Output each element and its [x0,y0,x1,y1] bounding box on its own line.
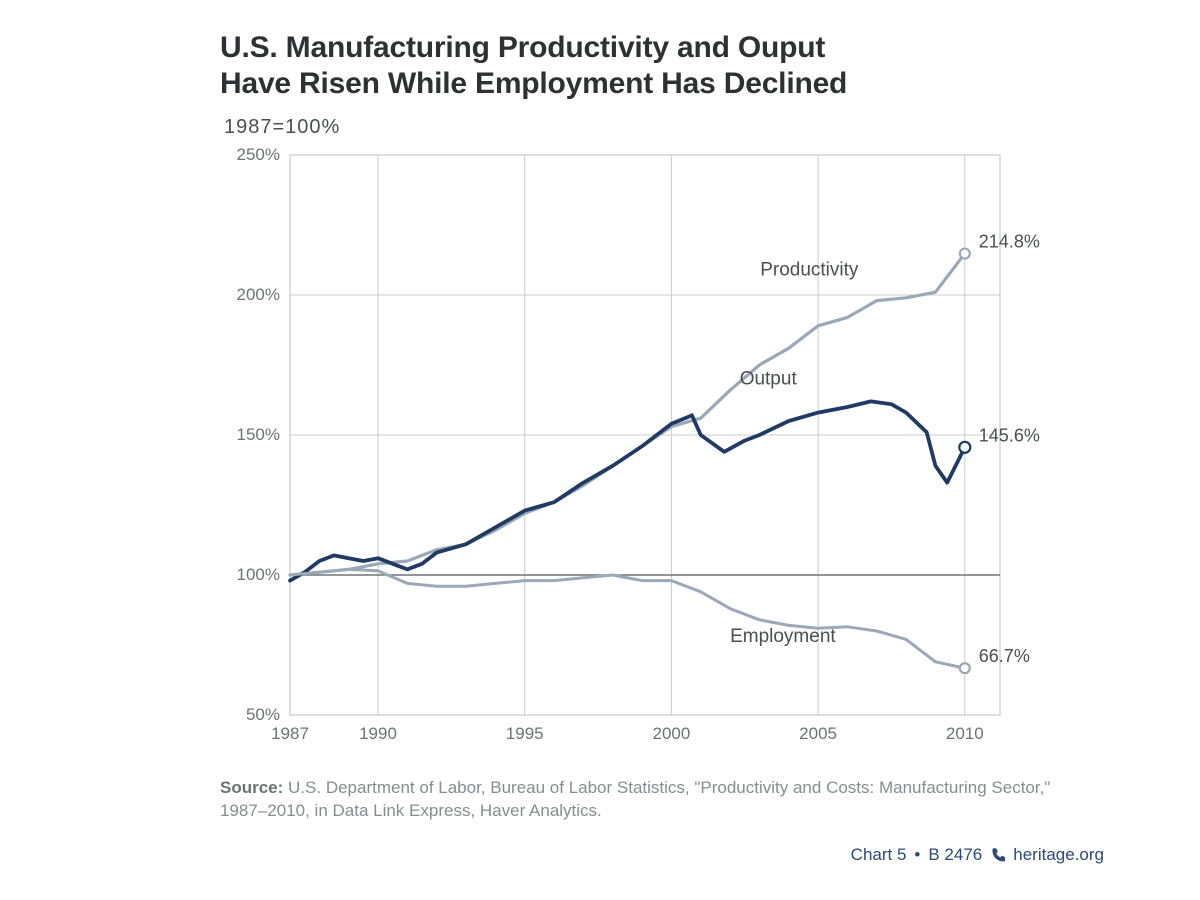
svg-text:66.7%: 66.7% [979,646,1030,666]
svg-text:1987: 1987 [271,724,309,743]
svg-text:250%: 250% [237,145,280,164]
chart-svg: 50% 100% 150% 200% 250% 1987 1990 1995 2000 2005 2… [220,145,1100,765]
title-line-1: U.S. Manufacturing Productivity and Oupu… [220,31,825,64]
svg-text:Productivity: Productivity [760,259,859,280]
svg-text:100%: 100% [237,565,280,584]
footer-code: B 2476 [928,845,982,865]
chart-page: U.S. Manufacturing Productivity and Oupu… [0,0,1200,900]
footer-chart-ref: Chart 5 [851,845,907,865]
svg-text:2005: 2005 [799,724,837,743]
source-block: Source: U.S. Department of Labor, Bureau… [220,777,1060,823]
line-chart: 50% 100% 150% 200% 250% 1987 1990 1995 2000 2005 2… [220,145,1100,765]
chart-title: U.S. Manufacturing Productivity and Oupu… [220,30,1110,102]
footer-site: heritage.org [1013,845,1104,865]
svg-text:2000: 2000 [652,724,690,743]
title-line-2: Have Risen While Employment Has Declined [220,67,847,100]
svg-text:1990: 1990 [359,724,397,743]
svg-text:145.6%: 145.6% [979,425,1040,445]
bullet-icon: • [914,845,920,865]
footer: Chart 5 • B 2476 heritage.org [220,845,1110,865]
phone-icon [990,847,1005,862]
svg-text:Output: Output [740,369,798,390]
svg-text:1995: 1995 [506,724,544,743]
svg-text:150%: 150% [237,425,280,444]
chart-subtitle: 1987=100% [224,116,1110,139]
source-text: U.S. Department of Labor, Bureau of Labo… [220,778,1050,820]
svg-text:Employment: Employment [730,626,836,647]
svg-text:2010: 2010 [946,724,984,743]
svg-text:200%: 200% [237,285,280,304]
svg-text:214.8%: 214.8% [979,232,1040,252]
source-label: Source: [220,778,283,797]
svg-text:50%: 50% [246,705,280,724]
